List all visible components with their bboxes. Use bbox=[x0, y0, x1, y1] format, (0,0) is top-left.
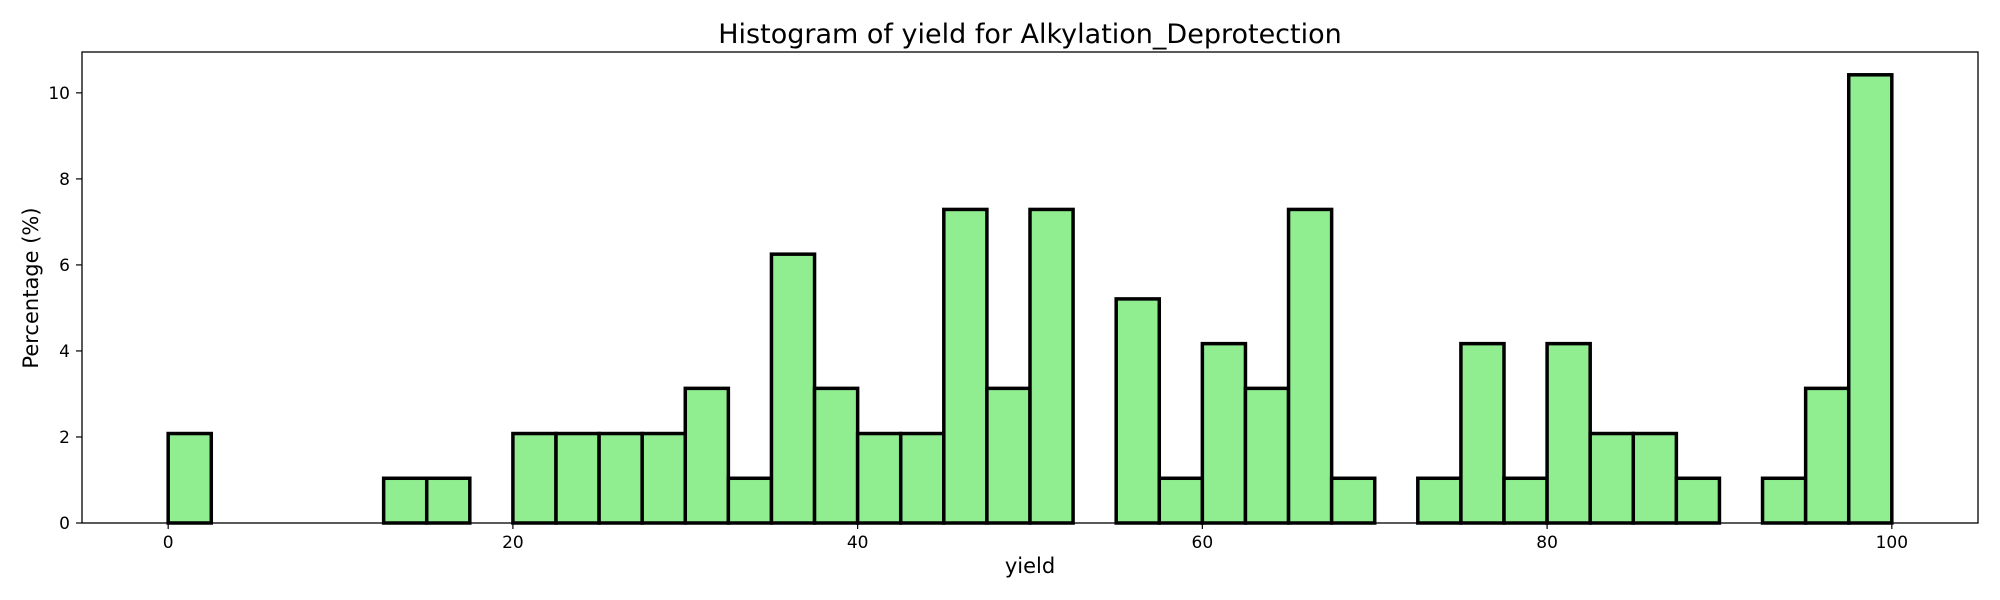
x-axis-label: yield bbox=[1005, 554, 1055, 578]
y-tick-label: 4 bbox=[59, 342, 70, 362]
y-tick-label: 6 bbox=[59, 256, 70, 276]
histogram-bar bbox=[1114, 297, 1162, 525]
histogram-bar bbox=[683, 386, 731, 525]
x-tick-label: 40 bbox=[847, 533, 869, 553]
histogram-bar bbox=[640, 431, 688, 525]
histogram-bar bbox=[597, 431, 644, 525]
histogram-bar bbox=[166, 431, 214, 525]
histogram-bar bbox=[511, 431, 558, 525]
x-tick-label: 60 bbox=[1192, 533, 1214, 553]
x-tick-label: 80 bbox=[1536, 533, 1558, 553]
histogram-bar bbox=[1286, 207, 1334, 525]
histogram-bar bbox=[381, 476, 429, 525]
histogram-bar bbox=[985, 386, 1032, 525]
histogram-bar bbox=[1329, 476, 1377, 525]
x-tick-label: 100 bbox=[1876, 533, 1908, 553]
y-tick-label: 2 bbox=[59, 428, 70, 448]
histogram-bar bbox=[855, 431, 903, 525]
histogram-bar bbox=[1028, 207, 1075, 525]
histogram-bar bbox=[726, 476, 774, 525]
bars-group bbox=[166, 73, 1894, 525]
histogram-bar bbox=[554, 431, 601, 525]
histogram-bar bbox=[1502, 476, 1549, 525]
histogram-bar bbox=[942, 207, 989, 525]
histogram-bar bbox=[769, 252, 817, 525]
histogram-bar bbox=[1200, 341, 1248, 525]
histogram-bar bbox=[424, 476, 472, 525]
histogram-bar bbox=[1588, 431, 1636, 525]
histogram-bar bbox=[1803, 386, 1851, 525]
histogram-bar bbox=[898, 431, 946, 525]
histogram-bar bbox=[1846, 73, 1894, 525]
y-tick-label: 10 bbox=[48, 84, 70, 104]
histogram-bar bbox=[1631, 431, 1679, 525]
histogram-bar bbox=[812, 386, 860, 525]
y-axis: 0 2 4 6 8 10 bbox=[48, 84, 82, 534]
chart-title: Histogram of yield for Alkylation_Deprot… bbox=[718, 19, 1342, 50]
histogram-bar bbox=[1545, 341, 1592, 525]
x-tick-label: 20 bbox=[502, 533, 524, 553]
histogram-bar bbox=[1157, 476, 1205, 525]
y-axis-label: Percentage (%) bbox=[19, 207, 43, 368]
y-tick-label: 8 bbox=[59, 170, 70, 190]
histogram-bar bbox=[1243, 386, 1291, 525]
histogram-bar bbox=[1459, 341, 1506, 525]
x-tick-label: 0 bbox=[163, 533, 174, 553]
plot-frame bbox=[81, 51, 1979, 524]
histogram-bar bbox=[1760, 476, 1808, 525]
y-tick-label: 0 bbox=[59, 514, 70, 534]
x-axis: 0 20 40 60 80 100 bbox=[163, 523, 1908, 553]
histogram-bar bbox=[1674, 476, 1722, 525]
histogram-bar bbox=[1416, 476, 1463, 525]
